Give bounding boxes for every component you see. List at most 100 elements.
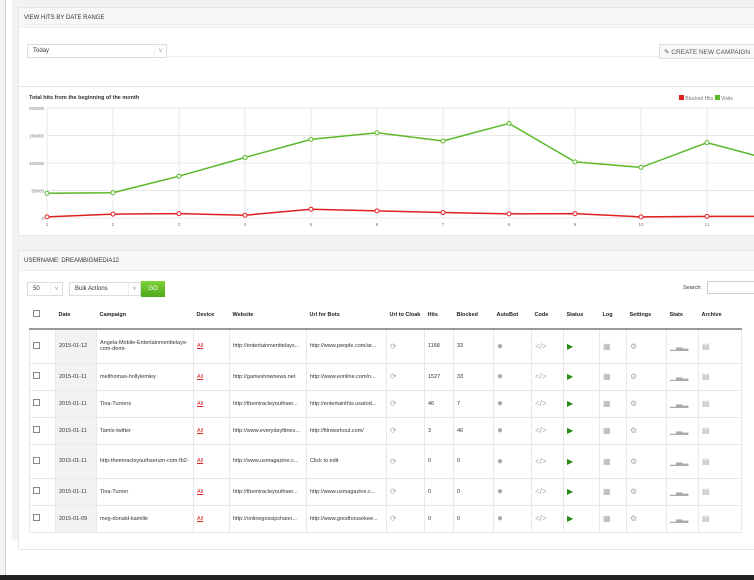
code-icon[interactable]: </> xyxy=(535,456,547,466)
column-header[interactable]: Url for Bots xyxy=(306,301,387,330)
campaign-cell[interactable]: Tamlx-twitter xyxy=(96,416,194,445)
android-icon[interactable]: ● xyxy=(497,371,504,382)
stats-icon[interactable]: ▁▃▂ xyxy=(670,372,689,381)
url-for-bots-cell[interactable]: http://www.goodhousekee... xyxy=(306,504,387,533)
log-icon[interactable]: ▦ xyxy=(603,426,611,435)
column-header[interactable]: Blocked xyxy=(453,301,494,330)
url-for-bots-cell[interactable]: http://fitnworkout.com/ xyxy=(306,416,387,445)
android-icon[interactable]: ● xyxy=(497,486,504,497)
play-icon[interactable]: ▶ xyxy=(567,426,574,435)
archive-icon[interactable]: ▤ xyxy=(702,487,710,496)
column-header[interactable]: Code xyxy=(531,301,564,330)
column-header[interactable]: AutoBot xyxy=(493,301,532,330)
row-checkbox[interactable] xyxy=(29,443,56,479)
device-link[interactable]: All xyxy=(197,458,204,464)
url-for-bots-cell[interactable]: http://www.eonline.com/n... xyxy=(306,362,387,391)
refresh-icon[interactable]: ⟳ xyxy=(390,514,397,523)
code-icon[interactable]: </> xyxy=(535,487,547,496)
refresh-icon[interactable]: ⟳ xyxy=(390,341,397,351)
create-campaign-button[interactable]: ✎ CREATE NEW CAMPAIGN xyxy=(659,44,754,59)
go-button[interactable]: GO xyxy=(141,281,165,297)
bulk-actions-select[interactable]: Bulk Actions v xyxy=(69,282,141,296)
archive-icon[interactable]: ▤ xyxy=(702,514,710,523)
play-icon[interactable]: ▶ xyxy=(567,487,574,496)
column-header[interactable]: Campaign xyxy=(96,301,194,330)
android-icon[interactable]: ● xyxy=(497,425,504,436)
gear-icon[interactable]: ⚙ xyxy=(630,456,638,466)
stats-icon[interactable]: ▁▃▂ xyxy=(670,456,689,466)
refresh-icon[interactable]: ⟳ xyxy=(390,372,397,381)
campaign-cell[interactable]: Angela-Mobile-Entertainmenttelays-com-de… xyxy=(96,328,194,364)
code-icon[interactable]: </> xyxy=(535,372,547,381)
column-header[interactable]: Log xyxy=(599,301,627,330)
log-icon[interactable]: ▦ xyxy=(603,487,611,496)
gear-icon[interactable]: ⚙ xyxy=(630,372,638,381)
archive-icon[interactable]: ▤ xyxy=(702,341,710,351)
url-for-bots-cell[interactable]: http://www.usmagazine.c... xyxy=(306,477,387,506)
android-icon[interactable]: ● xyxy=(497,455,504,467)
gear-icon[interactable]: ⚙ xyxy=(630,487,638,496)
device-link[interactable]: All xyxy=(197,488,204,495)
url-for-bots-cell[interactable]: http://entertainthis.usatod... xyxy=(306,389,387,418)
campaign-cell[interactable]: meg-donald-kamille xyxy=(96,504,194,533)
gear-icon[interactable]: ⚙ xyxy=(630,399,638,408)
stats-icon[interactable]: ▁▃▂ xyxy=(670,426,689,435)
device-link[interactable]: All xyxy=(197,400,204,407)
row-checkbox[interactable] xyxy=(29,389,56,418)
url-for-bots-cell[interactable]: Click to edit xyxy=(306,443,387,479)
refresh-icon[interactable]: ⟳ xyxy=(390,487,397,496)
play-icon[interactable]: ▶ xyxy=(567,456,574,466)
campaign-cell[interactable]: Tina-Turners xyxy=(96,389,194,418)
search-input[interactable] xyxy=(707,281,754,294)
log-icon[interactable]: ▦ xyxy=(603,372,611,381)
log-icon[interactable]: ▦ xyxy=(603,341,611,351)
url-for-bots-cell[interactable]: http://www.people.com/ar... xyxy=(306,328,387,364)
code-icon[interactable]: </> xyxy=(535,514,547,523)
row-checkbox[interactable] xyxy=(29,362,56,391)
log-icon[interactable]: ▦ xyxy=(603,456,611,466)
row-checkbox[interactable] xyxy=(29,328,56,364)
column-header[interactable]: Device xyxy=(193,301,230,330)
device-link[interactable]: All xyxy=(197,373,204,380)
row-checkbox[interactable] xyxy=(29,416,56,445)
gear-icon[interactable]: ⚙ xyxy=(630,514,638,523)
column-header[interactable]: Url to Cloak xyxy=(386,301,425,330)
code-icon[interactable]: </> xyxy=(535,341,547,351)
refresh-icon[interactable]: ⟳ xyxy=(390,399,397,408)
refresh-icon[interactable]: ⟳ xyxy=(390,426,397,435)
column-header[interactable]: Settings xyxy=(626,301,667,330)
stats-icon[interactable]: ▁▃▂ xyxy=(670,487,689,496)
device-link[interactable]: All xyxy=(197,343,204,350)
play-icon[interactable]: ▶ xyxy=(567,399,574,408)
device-link[interactable]: All xyxy=(197,515,204,522)
column-header[interactable]: Website xyxy=(229,301,307,330)
gear-icon[interactable]: ⚙ xyxy=(630,426,638,435)
column-header[interactable]: Date xyxy=(55,301,97,330)
stats-icon[interactable]: ▁▃▂ xyxy=(670,514,689,523)
column-header[interactable]: Stats xyxy=(666,301,699,330)
stats-icon[interactable]: ▁▃▂ xyxy=(670,399,689,408)
archive-icon[interactable]: ▤ xyxy=(702,456,710,466)
refresh-icon[interactable]: ⟳ xyxy=(390,456,397,466)
column-header[interactable]: Archive xyxy=(698,301,742,330)
log-icon[interactable]: ▦ xyxy=(603,399,611,408)
archive-icon[interactable]: ▤ xyxy=(702,372,710,381)
date-range-select[interactable]: Today v xyxy=(27,44,167,58)
log-icon[interactable]: ▦ xyxy=(603,514,611,523)
row-checkbox[interactable] xyxy=(29,504,56,533)
gear-icon[interactable]: ⚙ xyxy=(630,341,638,351)
archive-icon[interactable]: ▤ xyxy=(702,426,710,435)
campaign-cell[interactable]: http-themiracleyouthserum-com-fb2- xyxy=(96,443,194,479)
play-icon[interactable]: ▶ xyxy=(567,341,574,351)
play-icon[interactable]: ▶ xyxy=(567,372,574,381)
stats-icon[interactable]: ▁▃▂ xyxy=(670,341,689,351)
code-icon[interactable]: </> xyxy=(535,399,547,408)
code-icon[interactable]: </> xyxy=(535,426,547,435)
page-size-select[interactable]: 50 v xyxy=(27,282,63,296)
select-all-checkbox[interactable] xyxy=(29,301,56,330)
column-header[interactable]: Hits xyxy=(424,301,454,330)
campaign-cell[interactable]: melthomas-hollylemley xyxy=(96,362,194,391)
device-link[interactable]: All xyxy=(197,427,204,434)
android-icon[interactable]: ● xyxy=(497,398,504,409)
row-checkbox[interactable] xyxy=(29,477,56,506)
